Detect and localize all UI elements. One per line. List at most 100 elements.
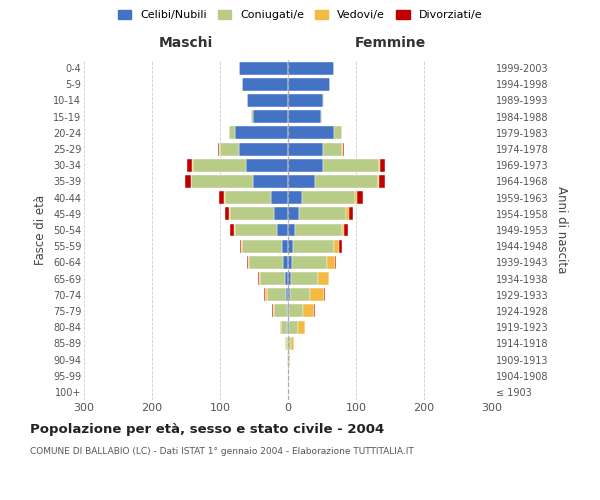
Bar <box>239 142 288 156</box>
Bar <box>288 369 289 382</box>
Bar <box>342 224 344 236</box>
Text: Femmine: Femmine <box>355 36 425 51</box>
Bar <box>193 159 246 172</box>
Bar <box>288 110 320 123</box>
Bar <box>248 256 249 269</box>
Bar <box>258 272 259 285</box>
Bar <box>355 191 356 204</box>
Bar <box>318 272 329 285</box>
Bar <box>284 272 288 285</box>
Bar <box>298 320 305 334</box>
Bar <box>229 208 230 220</box>
Bar <box>288 126 334 140</box>
Bar <box>230 208 274 220</box>
Bar <box>253 110 288 123</box>
Bar <box>285 337 286 350</box>
Bar <box>251 110 253 123</box>
Bar <box>288 288 290 301</box>
Bar <box>242 240 282 252</box>
Bar <box>288 62 334 74</box>
Bar <box>191 175 253 188</box>
Bar <box>288 240 293 252</box>
Bar <box>274 304 287 318</box>
Bar <box>288 142 323 156</box>
Bar <box>287 353 288 366</box>
Bar <box>288 159 323 172</box>
Bar <box>380 159 385 172</box>
Bar <box>288 191 302 204</box>
Bar <box>288 256 292 269</box>
Bar <box>280 320 281 334</box>
Bar <box>320 110 322 123</box>
Bar <box>287 320 288 334</box>
Bar <box>288 272 291 285</box>
Bar <box>239 62 288 74</box>
Text: COMUNE DI BALLABIO (LC) - Dati ISTAT 1° gennaio 2004 - Elaborazione TUTTITALIA.I: COMUNE DI BALLABIO (LC) - Dati ISTAT 1° … <box>30 448 414 456</box>
Bar <box>282 240 288 252</box>
Bar <box>292 256 328 269</box>
Bar <box>249 256 283 269</box>
Bar <box>271 191 288 204</box>
Bar <box>192 159 193 172</box>
Bar <box>378 175 379 188</box>
Bar <box>264 288 265 301</box>
Bar <box>273 304 274 318</box>
Bar <box>281 320 287 334</box>
Bar <box>289 320 298 334</box>
Bar <box>323 159 379 172</box>
Bar <box>346 208 349 220</box>
Y-axis label: Anni di nascita: Anni di nascita <box>556 186 568 274</box>
Legend: Celibi/Nubili, Coniugati/e, Vedovi/e, Divorziati/e: Celibi/Nubili, Coniugati/e, Vedovi/e, Di… <box>113 6 487 25</box>
Bar <box>226 208 229 220</box>
Bar <box>229 126 235 140</box>
Bar <box>288 224 295 236</box>
Bar <box>187 159 192 172</box>
Bar <box>265 288 267 301</box>
Bar <box>356 191 363 204</box>
Bar <box>247 256 248 269</box>
Bar <box>291 272 318 285</box>
Bar <box>253 175 288 188</box>
Bar <box>293 240 334 252</box>
Bar <box>289 304 303 318</box>
Bar <box>224 191 225 204</box>
Bar <box>315 175 378 188</box>
Bar <box>323 94 324 107</box>
Bar <box>324 288 325 301</box>
Bar <box>240 240 241 252</box>
Bar <box>234 224 235 236</box>
Bar <box>288 353 289 366</box>
Bar <box>379 175 385 188</box>
Text: Popolazione per età, sesso e stato civile - 2004: Popolazione per età, sesso e stato civil… <box>30 422 384 436</box>
Bar <box>344 224 348 236</box>
Bar <box>286 337 288 350</box>
Bar <box>291 337 294 350</box>
Bar <box>220 191 224 204</box>
Bar <box>225 191 271 204</box>
Bar <box>274 208 288 220</box>
Bar <box>303 304 314 318</box>
Bar <box>334 126 342 140</box>
Bar <box>288 320 289 334</box>
Bar <box>289 353 290 366</box>
Bar <box>287 304 288 318</box>
Bar <box>288 175 315 188</box>
Bar <box>299 208 346 220</box>
Bar <box>283 256 288 269</box>
Bar <box>247 94 288 107</box>
Bar <box>323 142 343 156</box>
Y-axis label: Fasce di età: Fasce di età <box>34 195 47 265</box>
Bar <box>220 142 239 156</box>
Bar <box>302 191 355 204</box>
Bar <box>295 224 342 236</box>
Bar <box>272 304 273 318</box>
Bar <box>277 224 288 236</box>
Bar <box>259 272 260 285</box>
Bar <box>242 78 288 91</box>
Bar <box>343 142 344 156</box>
Bar <box>235 224 277 236</box>
Bar <box>334 240 339 252</box>
Bar <box>235 126 288 140</box>
Bar <box>185 175 191 188</box>
Bar <box>288 78 330 91</box>
